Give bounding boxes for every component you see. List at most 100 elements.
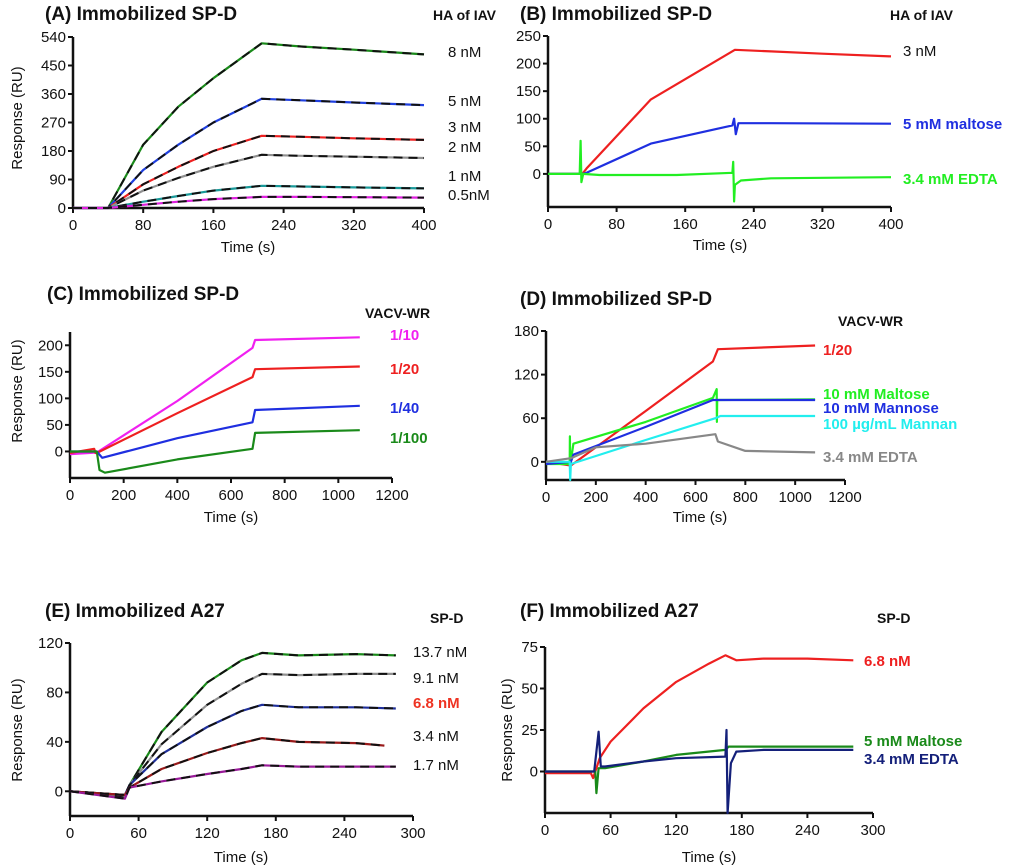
series-line	[69, 365, 360, 455]
series-line	[73, 42, 425, 210]
x-tick-label: 240	[332, 825, 357, 842]
panel-b: (B) Immobilized SP-D HA of IAV 0 50 100 150 20…	[516, 4, 1002, 254]
series-label: 2 nM	[448, 139, 481, 156]
x-tick-label: 400	[165, 487, 190, 504]
panel-d: (D) Immobilized SP-D VACV-WR 0 60 120 180 0 200…	[514, 289, 957, 526]
series-line	[548, 48, 892, 175]
group-label: VACV-WR	[365, 305, 430, 321]
series-label: 3.4 mM EDTA	[823, 449, 918, 466]
y-tick-label: 120	[38, 635, 63, 652]
y-tick-label: 0	[55, 783, 63, 800]
y-tick-label: 0	[533, 166, 541, 183]
series-line	[545, 728, 854, 815]
x-axis-label: Time (s)	[221, 239, 275, 256]
x-tick-label: 80	[608, 216, 625, 233]
x-tick-label: 400	[633, 489, 658, 506]
series-label: 5 mM Maltose	[864, 733, 962, 750]
group-label: HA of IAV	[433, 7, 497, 23]
y-tick-label: 150	[38, 364, 63, 381]
x-tick-label: 600	[683, 489, 708, 506]
series-line	[546, 414, 816, 482]
group-label: HA of IAV	[890, 7, 954, 23]
series-line	[69, 703, 396, 797]
y-tick-label: 50	[46, 417, 63, 434]
series-line	[545, 433, 816, 463]
x-tick-label: 0	[69, 217, 77, 234]
x-tick-label: 80	[135, 217, 152, 234]
series-label: 3.4 mM EDTA	[864, 751, 959, 768]
x-tick-label: 1000	[322, 487, 355, 504]
series-line	[545, 654, 854, 780]
y-tick-label: 180	[41, 143, 66, 160]
series-label: 100 µg/mL Mannan	[823, 416, 957, 433]
x-axis-label: Time (s)	[673, 509, 727, 526]
series-label: 1/100	[390, 430, 428, 447]
fit-line	[73, 42, 425, 209]
panel-title: (C) Immobilized SP-D	[47, 284, 239, 305]
series-label: 3.4 mM EDTA	[903, 171, 998, 188]
y-tick-label: 60	[522, 410, 539, 427]
x-tick-label: 0	[66, 487, 74, 504]
panel-title: (D) Immobilized SP-D	[520, 289, 712, 310]
y-tick-label: 120	[514, 367, 539, 384]
y-tick-label: 40	[46, 734, 63, 751]
series-label: 6.8 nM	[413, 695, 460, 712]
x-axis-label: Time (s)	[693, 237, 747, 254]
x-tick-label: 60	[130, 825, 147, 842]
x-tick-label: 240	[741, 216, 766, 233]
x-tick-label: 0	[66, 825, 74, 842]
panel-title: (E) Immobilized A27	[45, 601, 225, 622]
y-tick-label: 90	[49, 172, 66, 189]
x-tick-label: 240	[795, 822, 820, 839]
group-label: SP-D	[877, 610, 910, 626]
x-tick-label: 180	[729, 822, 754, 839]
series-label: 1/10	[390, 327, 419, 344]
series-label: 5 mM maltose	[903, 116, 1002, 133]
x-tick-label: 300	[860, 822, 885, 839]
x-tick-label: 160	[673, 216, 698, 233]
x-tick-label: 60	[602, 822, 619, 839]
fit-line	[73, 195, 425, 209]
series-line	[545, 398, 816, 466]
y-axis-label: Response (RU)	[9, 66, 26, 169]
series-label: 3.4 nM	[413, 728, 459, 745]
x-tick-label: 320	[810, 216, 835, 233]
x-tick-label: 400	[411, 217, 436, 234]
y-tick-label: 0	[58, 200, 66, 217]
y-tick-label: 450	[41, 58, 66, 75]
series-label: 3 nM	[903, 43, 936, 60]
series-line	[69, 336, 360, 456]
x-tick-label: 300	[400, 825, 425, 842]
fit-line	[69, 764, 396, 800]
series-line	[70, 429, 360, 474]
x-tick-label: 800	[733, 489, 758, 506]
fit-line	[73, 134, 425, 209]
series-label: 0.5nM	[448, 187, 490, 204]
x-tick-label: 0	[541, 822, 549, 839]
series-label: 1 nM	[448, 168, 481, 185]
series-label: 10 mM Maltose	[823, 386, 930, 403]
series-line	[69, 672, 396, 799]
series-label: 1/20	[823, 342, 852, 359]
series-line	[548, 117, 892, 175]
series-label: 10 mM Mannose	[823, 400, 939, 417]
panel-a: (A) Immobilized SP-D HA of IAV 0 90 180 270 36…	[9, 4, 497, 256]
y-tick-label: 540	[41, 29, 66, 46]
fit-line	[69, 703, 396, 797]
x-tick-label: 800	[272, 487, 297, 504]
series-label: 6.8 nM	[864, 653, 911, 670]
panel-title: (F) Immobilized A27	[520, 601, 699, 622]
fit-line	[69, 737, 385, 797]
y-tick-label: 80	[46, 684, 63, 701]
y-tick-label: 0	[55, 443, 63, 460]
x-tick-label: 200	[111, 487, 136, 504]
series-label: 8 nM	[448, 44, 481, 61]
panel-title: (A) Immobilized SP-D	[45, 4, 237, 25]
fit-line	[73, 97, 425, 209]
x-tick-label: 0	[542, 489, 550, 506]
x-tick-label: 1200	[375, 487, 408, 504]
series-label: 9.1 nM	[413, 670, 459, 687]
y-axis-label: Response (RU)	[9, 678, 26, 781]
y-tick-label: 25	[521, 722, 538, 739]
